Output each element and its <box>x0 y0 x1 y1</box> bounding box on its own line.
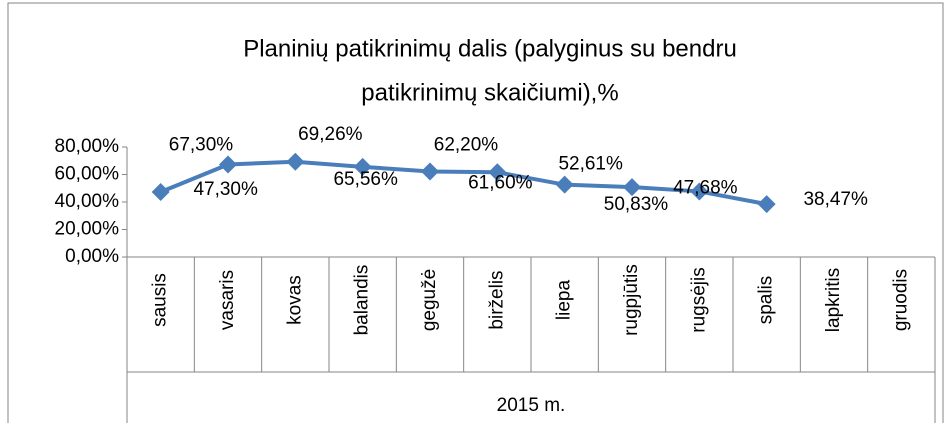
x-tick-label: gruodis <box>890 269 911 331</box>
y-tick-label: 40,00% <box>55 191 120 212</box>
x-tick-label: rugsėjis <box>688 267 709 332</box>
data-label: 61,60% <box>468 172 533 193</box>
x-tick-label: kovas <box>284 275 305 325</box>
data-label: 62,20% <box>434 134 499 155</box>
x-tick-label: liepa <box>554 280 575 321</box>
marker <box>757 195 776 214</box>
x-tick-label: rugpjūtis <box>621 264 642 336</box>
marker <box>555 175 574 194</box>
chart-title: Planinių patikrinimų dalis (palyginus su… <box>243 35 737 62</box>
chart-frame <box>7 2 944 423</box>
marker <box>623 178 641 197</box>
y-tick-label: 0,00% <box>65 246 119 267</box>
data-label: 52,61% <box>558 154 623 175</box>
x-tick-label: sausis <box>150 273 171 327</box>
data-label: 67,30% <box>169 134 234 155</box>
data-label: 47,30% <box>193 179 258 200</box>
x-tick-label: spalis <box>756 276 777 325</box>
data-label: 65,56% <box>333 169 398 190</box>
y-tick-label: 60,00% <box>55 164 120 185</box>
marker <box>151 182 170 201</box>
marker <box>219 155 237 174</box>
y-tick-label: 80,00% <box>55 136 120 157</box>
chart-title: patikrinimų skaičiumi),% <box>361 79 618 106</box>
data-label: 69,26% <box>298 124 363 145</box>
marker <box>353 157 372 176</box>
x-tick-label: vasaris <box>217 270 238 330</box>
data-label: 38,47% <box>803 189 868 210</box>
data-label: 50,83% <box>604 194 669 215</box>
x-tick-label: lapkritis <box>823 268 844 332</box>
marker <box>690 182 709 201</box>
marker <box>488 163 507 182</box>
x-tick-label: balandis <box>352 265 373 336</box>
series-line <box>159 159 768 207</box>
x-tick-label: birželis <box>486 270 507 329</box>
x-tick-label: gegužė <box>419 269 440 331</box>
data-label: 47,68% <box>673 177 738 198</box>
category-group-label: 2015 m. <box>497 395 566 416</box>
marker <box>286 152 305 171</box>
y-tick-label: 20,00% <box>55 219 120 240</box>
marker <box>421 162 439 181</box>
